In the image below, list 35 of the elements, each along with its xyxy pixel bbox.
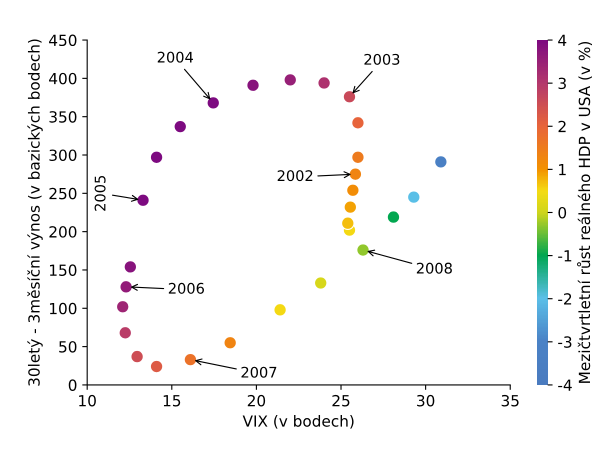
color-bar-label: 3 [558,78,566,90]
y-tick-label: 200 [49,226,76,238]
y-tick-label: 250 [49,188,76,200]
annotation: 2003 [364,54,400,65]
x-tick-label: 10 [79,394,96,406]
y-tick-label: 450 [49,34,76,46]
annotation: 2004 [158,52,193,63]
x-tick-label: 25 [332,394,350,406]
annotation: 2006 [168,282,204,294]
color-bar-label: -3 [558,336,572,348]
x-axis-title: VIX (v bodech) [242,414,354,429]
y-tick-label: 0 [68,379,76,391]
annotation: 2005 [94,176,106,211]
x-tick-label: 30 [417,394,434,406]
color-bar-label: 0 [558,206,566,219]
y-tick-label: 300 [49,149,76,162]
x-tick-label: 35 [502,394,519,406]
y-axis-title: 30letý - 3měsíční výnos (v bazických bodech) [27,39,43,386]
color-bar-label: -4 [558,380,572,391]
y-tick-label: 100 [50,302,76,314]
annotation: 2002 [278,170,312,182]
color-bar-label: 2 [558,120,566,132]
color-bar-label: 4 [558,34,566,46]
annotation: 2007 [241,366,276,378]
color-bar-title: Mezičtvrtletní růst reálného HDP v USA (v %) [577,42,592,383]
color-bar-label: -2 [558,293,572,305]
color-bar-label: -1 [558,250,572,262]
annotation: 2008 [416,262,452,274]
y-tick-label: 50 [59,341,76,353]
y-tick-label: 400 [49,72,76,84]
x-tick-label: 20 [248,394,266,406]
y-tick-label: 350 [49,111,76,123]
color-bar-label: 1 [559,164,566,176]
x-tick-label: 15 [164,395,180,406]
y-tick-label: 150 [50,264,76,276]
